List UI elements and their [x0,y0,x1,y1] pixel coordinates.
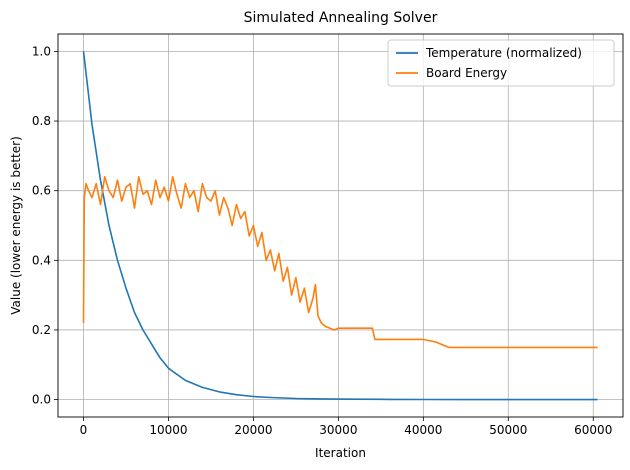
x-tick-label: 40000 [404,423,442,437]
y-tick-label: 0.6 [32,184,51,198]
y-tick-label: 1.0 [32,44,51,58]
x-axis-label: Iteration [315,446,366,460]
series-layer [82,51,598,401]
x-tick-label: 30000 [319,423,357,437]
y-tick-label: 0.0 [32,393,51,407]
x-tick-label: 10000 [149,423,187,437]
y-tick-label: 0.4 [32,253,51,267]
x-tick-label: 20000 [234,423,272,437]
series-line-temperature [82,51,598,401]
x-tick-label: 50000 [489,423,527,437]
y-tick-label: 0.8 [32,114,51,128]
series-line-board-energy [82,176,598,349]
y-axis-label: Value (lower energy is better) [9,136,23,315]
plot-frame [57,33,624,418]
ticks: 0 10000 20000 30000 40000 50000 60000 0.0 0.2 0.4… [32,44,612,437]
legend: Temperature (normalized) Board Energy [387,39,615,87]
legend-label-temperature: Temperature (normalized) [425,46,582,60]
legend-box [387,39,615,87]
y-tick-label: 0.2 [32,323,51,337]
chart-title: Simulated Annealing Solver [244,10,438,26]
x-tick-label: 0 [80,423,88,437]
x-tick-label: 60000 [574,423,612,437]
legend-label-board-energy: Board Energy [426,66,507,80]
